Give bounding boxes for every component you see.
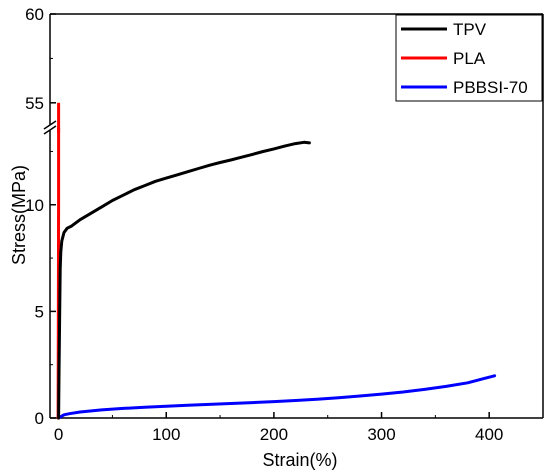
y-axis: 0 5 10 55 60 (25, 5, 56, 428)
axis-break-mark (43, 125, 57, 135)
y-axis-title: Stress(MPa) (9, 165, 29, 265)
y-tick-label: 10 (25, 196, 44, 215)
x-axis: 0 100 200 300 400 (54, 412, 503, 444)
axis-break-mark (43, 120, 57, 130)
legend: TPV PLA PBBSI-70 (395, 14, 543, 102)
x-tick-label: 200 (260, 425, 288, 444)
series-line-tpv (57, 140, 311, 420)
x-tick-label: 100 (152, 425, 180, 444)
series-layer (56, 102, 497, 420)
x-tick-label: 400 (475, 425, 503, 444)
series-line-pbbsi-70 (57, 374, 497, 420)
y-tick-label: 0 (35, 409, 44, 428)
x-tick-label: 0 (54, 425, 63, 444)
axis-break (43, 120, 57, 135)
x-axis-title: Strain(%) (262, 450, 337, 470)
legend-label-pla: PLA (453, 49, 486, 68)
y-tick-label: 55 (25, 94, 44, 113)
legend-label-pbbsi: PBBSI-70 (453, 78, 528, 97)
legend-label-tpv: TPV (453, 20, 487, 39)
x-tick-label: 300 (367, 425, 395, 444)
plot-frame (49, 13, 544, 419)
y-tick-label: 5 (35, 302, 44, 321)
y-tick-label: 60 (25, 5, 44, 24)
